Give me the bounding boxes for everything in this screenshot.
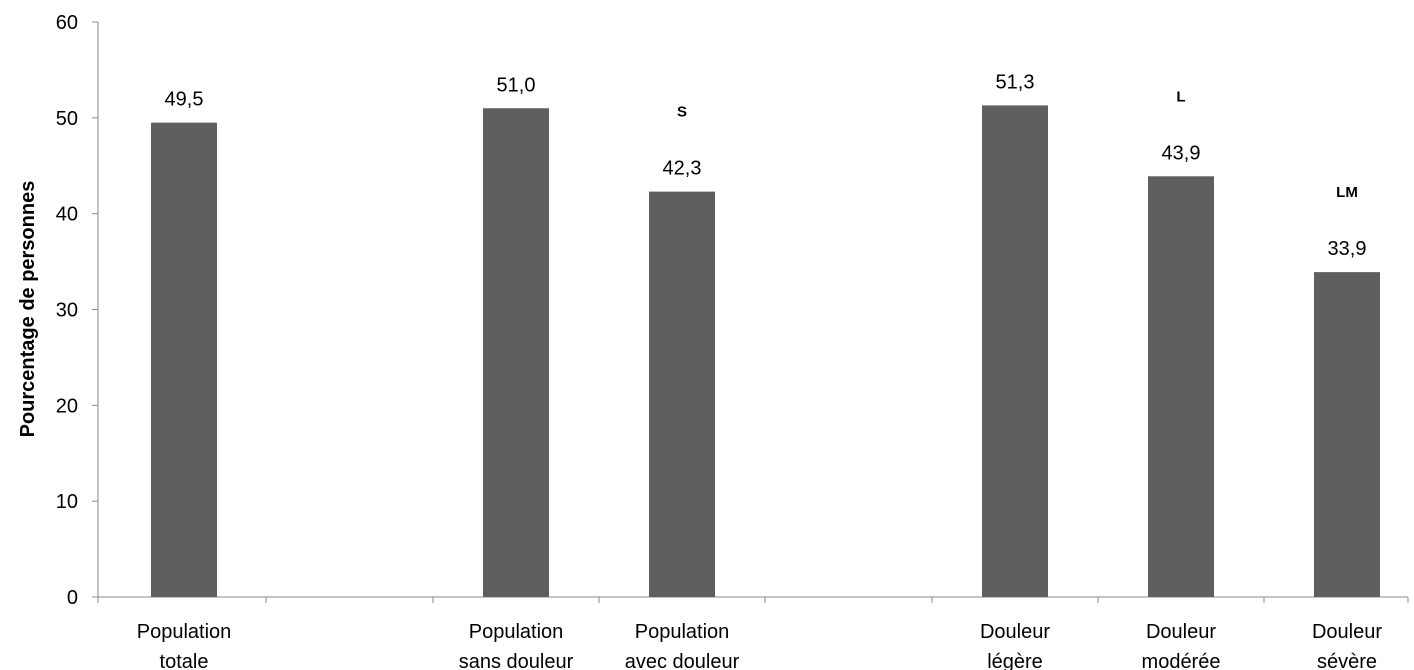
y-tick-label: 0 [67, 587, 78, 609]
bar [1148, 176, 1214, 597]
x-axis: Population totale Population sans douleur Po… [97, 596, 1409, 670]
y-axis-title: Pourcentage de personnes [17, 181, 39, 438]
value-label: 42,3 [663, 158, 702, 180]
y-tick-label: 10 [56, 491, 78, 513]
significance-annotation: S [677, 104, 687, 121]
bar [982, 105, 1048, 597]
value-label: 33,9 [1328, 238, 1367, 260]
category-label: avec douleur [625, 651, 740, 670]
significance-annotation: L [1176, 88, 1185, 105]
value-label: 51,0 [497, 74, 536, 96]
value-label: 43,9 [1162, 142, 1201, 164]
category-label: sans douleur [459, 651, 574, 670]
bar [151, 122, 217, 597]
category-label: légère [987, 651, 1043, 670]
data-labels: 49,5 51,0 42,3 S 51,3 43,9 L 33,9 LM [165, 71, 1367, 260]
category-label: Douleur [980, 621, 1050, 643]
category-label: Population [469, 621, 564, 643]
category-label: modérée [1142, 651, 1221, 670]
category-label: Douleur [1146, 621, 1216, 643]
y-axis: 0 10 20 30 40 50 60 [56, 12, 99, 609]
y-tick-label: 60 [56, 12, 78, 34]
bar [1314, 272, 1380, 597]
value-label: 49,5 [165, 89, 204, 111]
y-tick-label: 20 [56, 395, 78, 417]
category-label: Douleur [1312, 621, 1382, 643]
category-label: sévère [1317, 651, 1377, 670]
y-tick-label: 50 [56, 108, 78, 130]
significance-annotation: LM [1336, 184, 1358, 201]
bar [649, 191, 715, 597]
value-label: 51,3 [996, 71, 1035, 93]
category-label: totale [160, 651, 209, 670]
category-label: Population [137, 621, 232, 643]
y-tick-label: 30 [56, 300, 78, 322]
category-label: Population [635, 621, 730, 643]
bar [483, 108, 549, 597]
bars [151, 105, 1380, 597]
y-tick-label: 40 [56, 204, 78, 226]
